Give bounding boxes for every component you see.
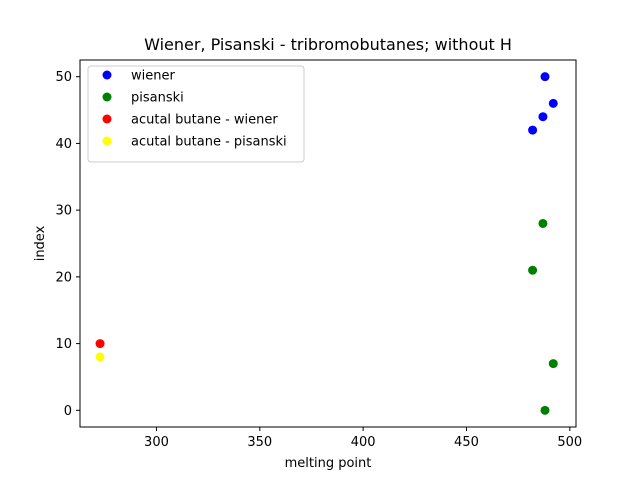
data-point — [548, 359, 558, 369]
y-tick-label: 10 — [55, 337, 72, 352]
data-point — [528, 125, 538, 135]
legend-label: wiener — [131, 69, 175, 84]
y-tick-label: 20 — [55, 270, 72, 285]
data-point — [95, 339, 105, 349]
data-point — [548, 98, 558, 108]
y-tick-label: 40 — [55, 137, 72, 152]
legend-marker — [102, 114, 112, 124]
series-1 — [528, 218, 558, 415]
chart-title: Wiener, Pisanski - tribromobutanes; with… — [144, 35, 512, 54]
y-tick-label: 0 — [64, 404, 72, 419]
x-tick-label: 350 — [247, 435, 272, 450]
legend-label: pisanski — [131, 91, 184, 106]
legend-box — [87, 65, 305, 163]
x-axis-ticks: 300 350 400 450 500 — [144, 427, 582, 450]
legend-label: acutal butane - pisanski — [131, 135, 287, 150]
y-tick-label: 30 — [55, 204, 72, 219]
data-point — [538, 112, 548, 122]
series-2 — [95, 339, 105, 349]
y-axis-label: index — [33, 225, 48, 261]
x-tick-label: 400 — [351, 435, 376, 450]
data-point — [95, 352, 105, 362]
data-point — [540, 72, 550, 82]
legend-label: acutal butane - wiener — [131, 113, 278, 128]
series-3 — [95, 352, 105, 362]
legend-marker — [102, 70, 112, 80]
data-point — [528, 265, 538, 275]
x-tick-label: 300 — [144, 435, 169, 450]
legend-marker — [102, 136, 112, 146]
series-0 — [528, 72, 558, 135]
legend-marker — [102, 92, 112, 102]
x-tick-label: 500 — [557, 435, 582, 450]
plot-frame — [79, 59, 577, 428]
data-point — [538, 218, 548, 228]
y-axis-ticks: 0 10 20 30 40 50 — [55, 70, 80, 419]
y-tick-label: 50 — [55, 70, 72, 85]
x-axis-label: melting point — [285, 456, 372, 471]
x-tick-label: 450 — [454, 435, 479, 450]
data-points — [95, 72, 558, 415]
legend: wiener pisanski acutal butane - wiener acut… — [87, 65, 305, 163]
data-point — [540, 405, 550, 415]
